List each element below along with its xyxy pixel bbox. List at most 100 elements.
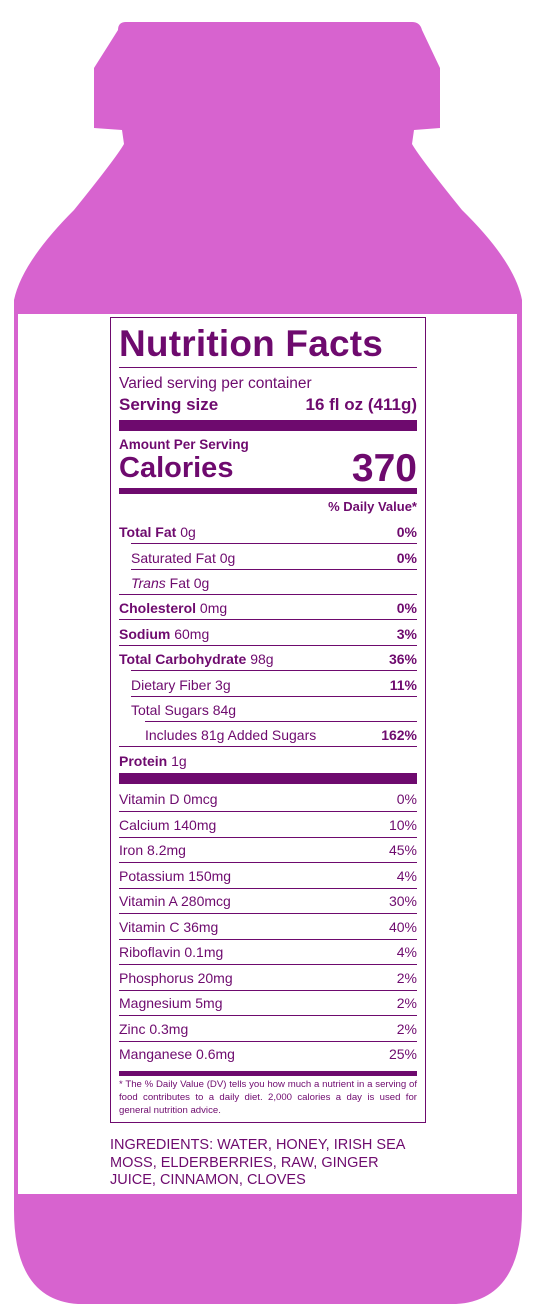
row-divider	[119, 645, 417, 646]
vitamin-row: Phosphorus 20mg 2%	[119, 967, 417, 989]
nutrient-amount: 3g	[215, 677, 231, 693]
vitamin-daily-value: 2%	[396, 995, 417, 1011]
nutrient-amount: 60mg	[174, 626, 210, 642]
nutrition-facts-panel: Nutrition Facts Varied serving per conta…	[110, 317, 426, 1123]
nutrient-name: Total Fat	[119, 524, 177, 540]
nutrient-label: Includes 81g Added Sugars	[145, 727, 316, 743]
row-divider	[119, 1015, 417, 1016]
row-divider	[119, 938, 417, 940]
vitamin-daily-value: 2%	[396, 969, 417, 986]
vitamin-name: Iron 8.2mg	[119, 842, 186, 858]
thick-divider	[119, 420, 417, 431]
bottle-label	[18, 314, 517, 1194]
medium-divider	[119, 1071, 417, 1076]
nutrient-daily-value: 0%	[396, 524, 417, 540]
nutrient-daily-value: 162%	[381, 727, 417, 743]
nutrient-name: Saturated Fat	[131, 550, 216, 566]
vitamin-daily-value: 40%	[388, 918, 417, 935]
vitamin-row: Manganese 0.6mg 25%	[119, 1043, 417, 1065]
vitamin-name: Manganese 0.6mg	[119, 1046, 235, 1062]
vitamin-name: Magnesium 5mg	[119, 995, 223, 1011]
row-divider	[119, 964, 417, 965]
row-divider	[119, 887, 417, 889]
nutrient-row: Sodium 60mg 3%	[119, 623, 417, 645]
nutrient-row: Total Sugars 84g	[131, 699, 417, 721]
nutrient-label: Total Sugars 84g	[131, 702, 236, 718]
calories-label: Calories	[119, 452, 234, 484]
vitamin-name: Potassium 150mg	[119, 867, 232, 884]
nutrient-row: Saturated Fat 0g 0%	[131, 547, 417, 569]
row-divider	[119, 913, 417, 914]
calories-row: Calories 370	[119, 449, 417, 488]
nutrient-row: Protein 1g	[119, 750, 417, 772]
vitamin-daily-value: 45%	[388, 842, 417, 858]
footnote: * The % Daily Value (DV) tells you how m…	[119, 1079, 417, 1116]
nutrient-daily-value: 11%	[389, 677, 417, 693]
row-divider	[131, 670, 417, 671]
vitamin-name: Vitamin A 280mcg	[119, 893, 231, 909]
vitamin-row: Magnesium 5mg 2%	[119, 992, 417, 1014]
nutrient-name: Total Carbohydrate	[119, 651, 247, 667]
nutrient-label: Total Carbohydrate 98g	[119, 651, 274, 667]
panel-title: Nutrition Facts	[119, 323, 384, 364]
nutrient-amount: 0g	[180, 524, 196, 540]
nutrient-name: Sodium	[119, 626, 171, 642]
nutrient-row: Includes 81g Added Sugars 162%	[145, 724, 417, 746]
row-divider	[131, 696, 417, 697]
vitamin-row: Vitamin D 0mcg 0%	[119, 788, 417, 810]
nutrient-row: Total Fat 0g 0%	[119, 521, 417, 543]
nutrient-name: Trans	[131, 575, 166, 591]
vitamin-daily-value: 0%	[396, 791, 417, 807]
amount-per-serving: Amount Per Serving	[119, 437, 249, 452]
nutrient-row: Dietary Fiber 3g 11%	[131, 674, 417, 696]
vitamin-name: Vitamin D 0mcg	[119, 791, 218, 807]
vitamin-name: Phosphorus 20mg	[119, 969, 233, 986]
nutrient-label: Sodium 60mg	[119, 626, 209, 642]
nutrient-name: Cholesterol	[119, 600, 197, 616]
row-divider	[119, 862, 417, 863]
row-divider	[119, 619, 417, 620]
vitamin-row: Calcium 140mg 10%	[119, 814, 417, 836]
nutrient-label: Saturated Fat 0g	[131, 550, 235, 566]
vitamin-daily-value: 2%	[396, 1020, 417, 1037]
nutrient-name: Includes 81g Added Sugars	[145, 727, 317, 743]
vitamin-name: Riboflavin 0.1mg	[119, 944, 224, 960]
nutrient-label: Total Fat 0g	[119, 524, 196, 540]
row-divider	[119, 1040, 417, 1042]
nutrient-label: Protein 1g	[119, 753, 187, 769]
nutrient-amount: 0mg	[199, 600, 228, 616]
nutrient-label: Cholesterol 0mg	[119, 600, 227, 616]
nutrient-row: Total Carbohydrate 98g 36%	[119, 648, 417, 670]
nutrient-name: Total Sugars	[131, 702, 209, 718]
vitamin-daily-value: 30%	[388, 893, 417, 909]
calories-value: 370	[351, 447, 417, 490]
divider	[119, 367, 417, 368]
nutrient-row: Trans Fat 0g	[131, 572, 417, 594]
vitamin-name: Zinc 0.3mg	[119, 1020, 189, 1037]
row-divider	[119, 811, 417, 812]
row-divider	[119, 836, 417, 838]
vitamin-daily-value: 4%	[396, 867, 417, 884]
nutrient-amount: 0g	[219, 550, 236, 566]
row-divider	[131, 543, 417, 544]
vitamin-row: Zinc 0.3mg 2%	[119, 1018, 417, 1040]
row-divider	[119, 746, 417, 747]
nutrient-daily-value: 36%	[388, 651, 417, 667]
nutrient-amount: 98g	[250, 651, 274, 667]
nutrient-amount: 84g	[212, 702, 237, 718]
nutrient-amount: 0g	[193, 575, 210, 591]
row-divider	[131, 569, 417, 570]
vitamin-daily-value: 10%	[388, 816, 417, 833]
ingredients-text: INGREDIENTS: WATER, HONEY, IRISH SEA MOS…	[110, 1137, 405, 1188]
vitamin-row: Potassium 150mg 4%	[119, 865, 417, 887]
vitamin-row: Vitamin C 36mg 40%	[119, 916, 417, 938]
nutrient-daily-value: 0%	[396, 550, 417, 566]
vitamin-daily-value: 4%	[396, 944, 417, 960]
row-divider	[119, 989, 417, 991]
daily-value-header: % Daily Value*	[328, 499, 417, 514]
nutrient-amount: 1g	[171, 753, 187, 769]
nutrient-name-suffix: Fat	[169, 575, 190, 591]
nutrient-name: Dietary Fiber	[131, 677, 212, 693]
nutrient-label: Dietary Fiber 3g	[131, 677, 231, 693]
nutrient-name: Protein	[119, 753, 168, 769]
